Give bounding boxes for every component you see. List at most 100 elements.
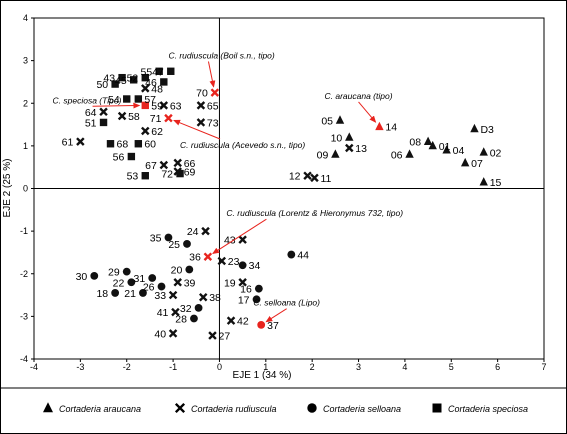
y-axis-title: EJE 2 (25 %) [2, 159, 13, 218]
legend-label: Cortaderia rudiuscula [191, 404, 277, 414]
point-label: 62 [151, 126, 163, 138]
point-label: 64 [85, 107, 97, 119]
point-label: 36 [189, 252, 201, 264]
point-label: D3 [480, 124, 494, 136]
speciosa-marker [141, 172, 149, 180]
rudiuscula-legend-icon [174, 402, 186, 414]
point-label: 70 [196, 88, 208, 100]
speciosa-marker [99, 118, 108, 127]
point-label: 72 [161, 169, 173, 181]
x-tick-label: -3 [76, 362, 84, 372]
point-label: 09 [317, 149, 329, 161]
y-tick-label: 4 [23, 13, 28, 23]
point-label: 23 [228, 256, 240, 268]
annotation-label: C. selloana (Lipo) [253, 298, 320, 308]
point-label: 38 [209, 292, 221, 304]
point-label: 52 [127, 73, 139, 85]
speciosa-marker [129, 76, 138, 84]
point-label: 20 [171, 264, 183, 276]
selloana-marker [127, 278, 136, 287]
x-tick-label: 7 [541, 362, 546, 372]
rudiuscula-marker [208, 331, 217, 340]
rudiuscula-marker [173, 158, 182, 168]
rudiuscula-marker [238, 278, 247, 287]
point-label: 61 [62, 137, 74, 149]
araucana-legend-icon [43, 402, 53, 413]
y-tick-label: 1 [23, 141, 28, 151]
annotation-label: C. rudiuscula (Boil s.n., tipo) [168, 50, 274, 60]
point-label: 68 [117, 139, 129, 151]
point-label: 51 [85, 117, 97, 129]
x-tick-label: 4 [402, 362, 407, 372]
araucana-marker [479, 177, 488, 186]
type-selloana-marker [257, 321, 266, 329]
point-label: 34 [249, 260, 261, 272]
point-label: 73 [207, 117, 219, 129]
annotation-label: C. speciosa (Tipo) [53, 95, 122, 105]
point-label: 40 [154, 328, 166, 340]
point-label: 69 [184, 166, 196, 178]
annotation-arrow [173, 119, 221, 140]
point-label: 13 [355, 143, 367, 155]
point-label: 59 [151, 100, 163, 112]
rudiuscula-marker [159, 160, 169, 170]
selloana-marker [287, 250, 296, 259]
araucana-marker [335, 115, 345, 124]
point-label: 53 [127, 171, 139, 183]
point-label: 22 [113, 277, 125, 289]
speciosa-legend-icon [432, 403, 442, 413]
selloana-marker [90, 271, 99, 280]
point-label: 30 [76, 271, 88, 283]
annotation-label: C. rudiuscula (Acevedo s.n., tipo) [180, 140, 305, 150]
speciosa-marker [123, 95, 131, 103]
point-label: 01 [439, 141, 451, 153]
speciosa-marker [160, 78, 168, 86]
selloana-marker [238, 261, 247, 270]
rudiuscula-marker [198, 292, 208, 302]
point-label: 06 [391, 149, 403, 161]
selloana-marker [183, 240, 191, 248]
speciosa-marker [134, 140, 143, 148]
point-label: 60 [144, 139, 156, 151]
rudiuscula-marker [196, 118, 206, 127]
point-label: 11 [321, 173, 332, 185]
point-label: 14 [385, 122, 397, 134]
x-tick-label: -1 [169, 362, 177, 372]
type-speciosa-marker [141, 101, 149, 110]
speciosa-marker [106, 140, 115, 148]
rudiuscula-marker [196, 101, 206, 110]
point-label: 17 [238, 294, 250, 306]
point-label: 42 [237, 316, 249, 328]
araucana-marker [470, 123, 479, 133]
point-label: 44 [297, 250, 309, 262]
point-label: 28 [175, 314, 187, 326]
x-tick-label: 5 [449, 362, 454, 372]
point-label: 33 [154, 290, 166, 302]
legend-label: Cortaderia araucana [59, 404, 141, 414]
selloana-marker [148, 274, 157, 282]
x-tick-label: -4 [30, 362, 38, 372]
selloana-marker [185, 265, 194, 274]
point-label: 66 [184, 158, 196, 170]
point-label: 12 [289, 171, 301, 183]
point-label: 29 [108, 267, 120, 279]
point-label: 19 [224, 277, 236, 289]
rudiuscula-marker [168, 290, 178, 300]
point-label: 39 [184, 277, 196, 289]
rudiuscula-marker [99, 107, 108, 117]
selloana-marker [111, 289, 120, 297]
point-label: 58 [128, 111, 140, 123]
x-tick-label: 6 [495, 362, 500, 372]
selloana-marker [157, 282, 166, 291]
rudiuscula-marker [168, 329, 178, 338]
legend: Cortaderia araucana Cortaderia rudiuscula… [43, 402, 528, 414]
rudiuscula-marker [117, 111, 127, 121]
point-label: 57 [144, 94, 156, 106]
legend-label: Cortaderia speciosa [448, 404, 528, 414]
point-label: 45 [115, 75, 127, 87]
type-rudiuscula-marker [203, 252, 213, 261]
x-tick-label: 0 [217, 362, 222, 372]
araucana-marker [405, 149, 414, 158]
